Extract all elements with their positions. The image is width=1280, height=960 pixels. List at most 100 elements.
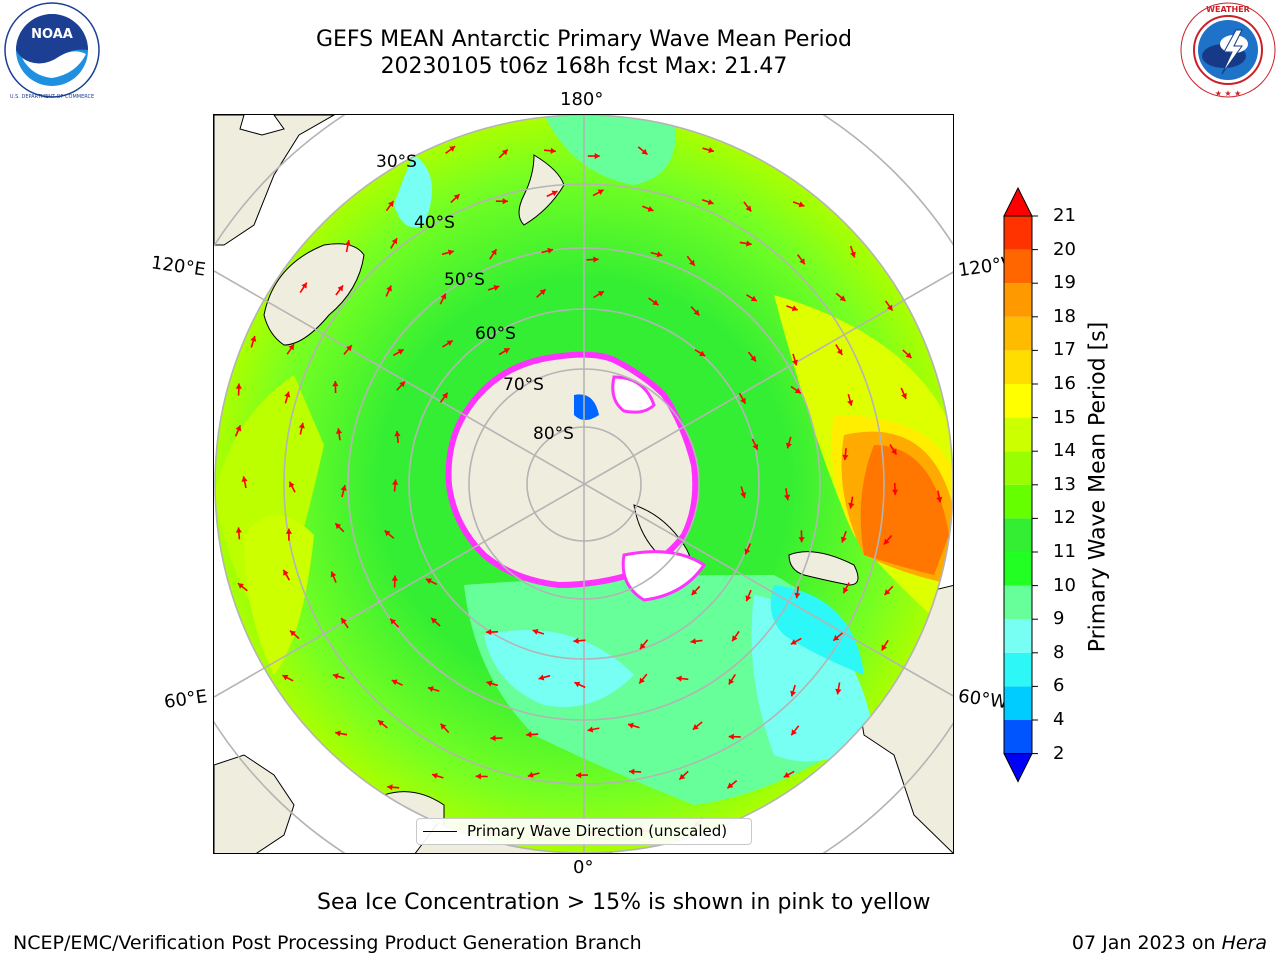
colorbar-tick-label: 15 [1053, 406, 1076, 428]
svg-text:★ ★ ★: ★ ★ ★ [1215, 89, 1242, 98]
footer-date-text: 07 Jan 2023 on [1071, 932, 1222, 954]
wave-direction-arrow-head [486, 680, 493, 687]
wave-direction-arrow-head [839, 295, 846, 301]
colorbar-tick-label: 8 [1053, 641, 1065, 663]
wave-direction-arrow-head [745, 595, 752, 602]
colorbar-tick-label: 10 [1053, 574, 1076, 596]
wave-direction-arrow-head [332, 673, 339, 680]
wave-direction-arrow-head [391, 679, 398, 686]
legend-line-swatch [423, 831, 457, 832]
wave-direction-arrow-head [283, 569, 289, 576]
wave-direction-arrow-head [427, 686, 434, 692]
wave-direction-arrow-head [892, 489, 899, 495]
colorbar-segment [1004, 249, 1032, 284]
wave-direction-arrow-head [784, 494, 791, 501]
wave-direction-arrow-head [442, 392, 448, 399]
graticule [214, 115, 953, 853]
lon-label-0: 0° [573, 857, 594, 878]
wave-direction-arrow-head [344, 240, 351, 246]
wave-direction-arrow-head [501, 149, 508, 156]
wave-direction-arrow-head [842, 454, 849, 461]
wave-direction-arrow-head [486, 628, 492, 636]
wave-direction-arrow-head [693, 309, 700, 316]
wave-direction-arrow-head [887, 304, 893, 311]
wave-direction-arrow-head [539, 289, 546, 296]
colorbar-segment [1004, 552, 1032, 586]
lat-label-80s: 80°S [533, 424, 574, 444]
wave-direction-arrow-head [576, 772, 582, 779]
wave-direction-arrow-head [440, 723, 447, 730]
colorbar-tick-label: 20 [1053, 238, 1076, 260]
wave-direction-arrow-head [750, 295, 757, 301]
wave-direction-arrow-head [503, 348, 510, 354]
colorbar-tick-label: 14 [1053, 440, 1076, 462]
wave-direction-arrow-head [285, 528, 292, 534]
colorbar-segment [1004, 451, 1032, 485]
wave-direction-arrow-head [250, 336, 257, 342]
lat-label-40s: 40°S [414, 213, 455, 233]
wave-direction-arrow-head [330, 571, 337, 578]
map-canvas [214, 115, 953, 853]
svg-text:WEATHER: WEATHER [1206, 5, 1250, 14]
wave-direction-arrow-head [290, 630, 296, 637]
wave-direction-arrow-head [384, 530, 391, 537]
wave-direction-arrow-head [391, 575, 398, 581]
lat-label-70s: 70°S [503, 375, 544, 395]
wave-direction-arrow-head [783, 772, 790, 778]
lat-label-60s: 60°S [475, 324, 516, 344]
wave-direction-arrow-head [752, 443, 759, 450]
wave-direction-arrow-head [387, 784, 393, 791]
wave-direction-arrow-head [335, 523, 342, 530]
wave-direction-arrow-head [746, 240, 752, 247]
wave-direction-arrow-head [850, 251, 856, 258]
wave-direction-arrow-head [550, 147, 556, 154]
footer-machine: Hera [1221, 932, 1267, 954]
wave-direction-arrow-head [791, 729, 797, 736]
wave-direction-arrow-head [905, 352, 912, 359]
colorbar-tick-label: 16 [1053, 373, 1076, 394]
wave-direction-arrow-head [447, 249, 454, 256]
wave-direction-arrow-head [707, 199, 714, 205]
wave-direction-arrow-head [391, 238, 397, 245]
colorbar-segment [1004, 417, 1032, 452]
sea-ice-caption: Sea Ice Concentration > 15% is shown in … [317, 890, 931, 915]
colorbar-over-extension [1003, 186, 1033, 217]
wave-direction-arrow-head [652, 299, 659, 306]
footer-branch: NCEP/EMC/Verification Post Processing Pr… [13, 932, 642, 954]
colorbar-tick-label: 6 [1053, 675, 1065, 697]
colorbar-segment [1004, 216, 1032, 250]
noaa-logo-text: NOAA [31, 27, 73, 42]
wave-direction-arrow-head [341, 618, 347, 624]
wave-direction-arrow-head [390, 618, 396, 625]
wave-direction-arrow-head [597, 291, 604, 297]
wave-direction-arrow-head [538, 674, 545, 681]
wave-direction-arrow-head [551, 190, 558, 197]
wave-direction-arrow-head [640, 643, 646, 650]
colorbar-label: Primary Wave Mean Period [s] [1085, 321, 1111, 653]
colorbar-segment [1004, 350, 1032, 384]
wave-direction-arrow-head [235, 425, 242, 432]
colorbar-segment [1004, 720, 1032, 754]
wave-direction-arrow-head [798, 537, 805, 543]
wave-direction-arrow-head [690, 638, 696, 645]
wave-direction-arrow-head [628, 722, 634, 729]
wave-direction-arrow-head [526, 731, 532, 738]
wave-direction-arrow-head [386, 285, 392, 292]
wave-direction-arrow-head [847, 400, 854, 406]
wave-direction-arrow-head [288, 344, 294, 351]
wave-direction-arrow-head [708, 147, 714, 153]
chart-title: GEFS MEAN Antarctic Primary Wave Mean Pe… [315, 27, 853, 52]
wave-direction-arrow-head [740, 492, 747, 498]
noaa-logo: NOAA U.S. DEPARTMENT OF COMMERCE [4, 2, 100, 100]
wave-direction-arrow-head [289, 481, 295, 488]
wave-direction-arrow-head [392, 479, 399, 485]
colorbar-tick-label: 17 [1053, 339, 1076, 361]
wave-direction-arrow-head [883, 538, 890, 545]
colorbar-segment [1004, 484, 1032, 519]
wave-direction-arrow-head [848, 502, 855, 509]
wave-direction-arrow-head [798, 201, 805, 208]
colorbar-segment [1004, 686, 1032, 720]
wave-direction-arrow-head [527, 771, 534, 778]
wave-direction-arrow-head [794, 592, 801, 599]
map-panel[interactable] [213, 114, 954, 854]
